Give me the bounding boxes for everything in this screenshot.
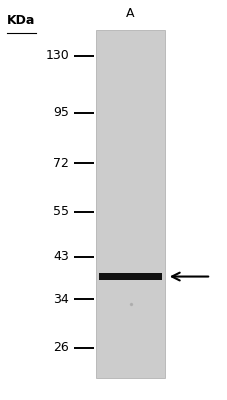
Bar (96, 30, 165, 378)
Text: 34: 34 (54, 292, 69, 306)
Text: KDa: KDa (7, 14, 35, 27)
Bar (99, 273, 162, 280)
Text: 72: 72 (53, 156, 69, 170)
Text: 130: 130 (45, 50, 69, 62)
Text: 55: 55 (53, 205, 69, 218)
Text: 43: 43 (54, 250, 69, 263)
Text: 95: 95 (53, 106, 69, 119)
Text: 26: 26 (54, 341, 69, 354)
Text: A: A (126, 7, 135, 20)
